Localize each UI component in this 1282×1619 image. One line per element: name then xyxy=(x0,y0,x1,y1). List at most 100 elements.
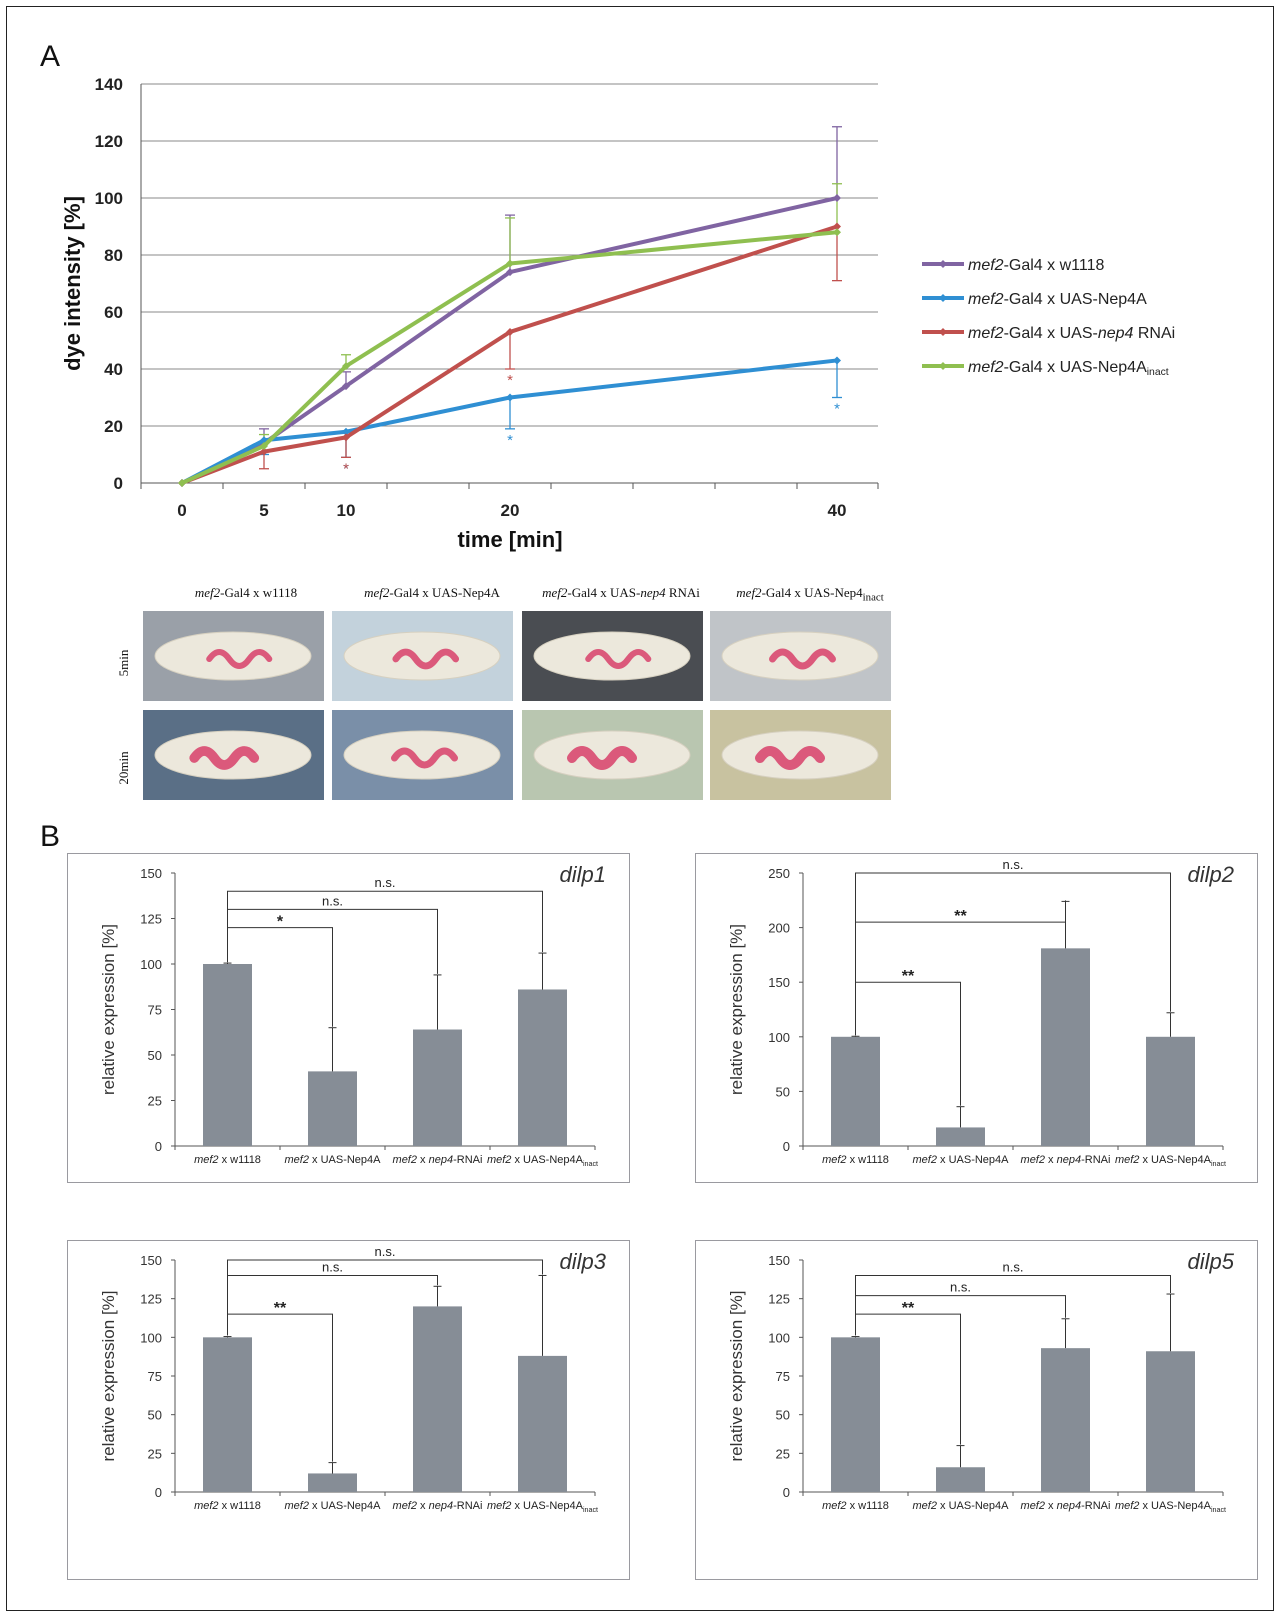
y-axis-title: relative expression [%] xyxy=(99,924,118,1095)
data-point xyxy=(833,356,841,365)
significance-label: n.s. xyxy=(1003,1259,1024,1274)
y-tick-label: 75 xyxy=(776,1369,790,1384)
gut-dye xyxy=(769,648,836,670)
bar xyxy=(831,1036,880,1146)
bar xyxy=(936,1467,985,1492)
y-tick-label: 75 xyxy=(148,1003,162,1018)
y-tick-label: 120 xyxy=(95,132,123,151)
x-tick-label: mef2 x UAS-Nep4Ainact xyxy=(487,1500,598,1514)
x-tick-label: 5 xyxy=(259,501,268,520)
data-point xyxy=(506,393,514,402)
significance-bracket xyxy=(227,890,543,963)
larva-photo xyxy=(332,611,513,701)
y-tick-label: 75 xyxy=(148,1369,162,1384)
legend-label: mef2-Gal4 x UAS-Nep4A xyxy=(968,291,1147,308)
dilp1-panel: 0 25 50 75 100 125 150 mef2 x w1118 mef2 x UAS-N… xyxy=(67,853,630,1183)
photo-column-title: mef2-Gal4 x UAS-nep4 RNAi xyxy=(542,585,700,600)
y-tick-label: 200 xyxy=(768,921,790,936)
y-tick-label: 0 xyxy=(114,474,123,493)
x-tick-label: mef2 x nep4-RNAi xyxy=(393,1500,483,1512)
y-tick-label: 125 xyxy=(140,1292,162,1307)
data-point xyxy=(260,447,268,456)
x-tick-label: mef2 x UAS-Nep4A xyxy=(285,1500,382,1512)
y-tick-label: 140 xyxy=(95,75,123,94)
photo-row-label: 5min xyxy=(116,649,131,677)
y-tick-label: 20 xyxy=(104,417,123,436)
legend-marker xyxy=(939,294,947,302)
gut-dye xyxy=(567,746,637,770)
significance-marker: * xyxy=(834,401,840,418)
gut-dye xyxy=(755,746,825,770)
bar xyxy=(518,1355,567,1492)
larva-photo xyxy=(710,710,891,800)
bar xyxy=(308,1473,357,1492)
x-tick-label: mef2 x w1118 xyxy=(822,1500,889,1512)
x-tick-label: mef2 x UAS-Nep4A xyxy=(913,1154,1010,1166)
bar xyxy=(1146,1036,1195,1146)
photo-column-title: mef2-Gal4 x w1118 xyxy=(194,585,298,600)
y-tick-label: 100 xyxy=(140,957,162,972)
larva-photo xyxy=(332,710,513,800)
bar xyxy=(518,989,567,1146)
data-point xyxy=(342,427,350,436)
significance-marker: * xyxy=(507,432,513,449)
y-tick-label: 100 xyxy=(768,1330,790,1345)
y-tick-label: 25 xyxy=(148,1094,162,1109)
y-tick-label: 125 xyxy=(140,912,162,927)
y-axis-title: relative expression [%] xyxy=(727,1290,746,1461)
y-tick-label: 25 xyxy=(776,1446,790,1461)
dilp3-panel: 0 25 50 75 100 125 150 mef2 x w1118 mef2 x UAS-N… xyxy=(67,1240,630,1580)
chart-title: dilp2 xyxy=(1188,862,1234,887)
x-tick-label: mef2 x nep4-RNAi xyxy=(393,1154,483,1166)
gut-dye xyxy=(391,747,458,769)
x-tick-label: mef2 x UAS-Nep4A xyxy=(285,1154,382,1166)
larva-photo xyxy=(710,611,891,701)
significance-label: n.s. xyxy=(950,1280,971,1295)
data-point xyxy=(833,228,841,237)
y-tick-label: 50 xyxy=(776,1084,790,1099)
x-tick-label: mef2 x nep4-RNAi xyxy=(1021,1500,1111,1512)
x-tick-label: mef2 x w1118 xyxy=(194,1154,261,1166)
larva-body xyxy=(154,631,312,681)
significance-marker: * xyxy=(343,460,349,477)
data-point xyxy=(342,433,350,442)
larva-photo xyxy=(522,611,703,701)
data-point xyxy=(260,441,268,450)
larva-photo xyxy=(522,710,703,800)
bar xyxy=(203,964,252,1146)
legend-label: mef2-Gal4 x UAS-nep4 RNAi xyxy=(968,325,1175,342)
panel-b-label: B xyxy=(40,820,61,853)
x-tick-label: mef2 x nep4-RNAi xyxy=(1021,1154,1111,1166)
dilp5-panel: 0 25 50 75 100 125 150 mef2 x w1118 mef2 x UAS-N… xyxy=(695,1240,1258,1580)
significance-label: n.s. xyxy=(322,1259,343,1274)
y-tick-label: 100 xyxy=(768,1030,790,1045)
significance-marker: * xyxy=(343,460,349,477)
y-tick-label: 80 xyxy=(104,246,123,265)
x-tick-label: mef2 x w1118 xyxy=(194,1500,261,1512)
significance-label: ** xyxy=(274,1300,287,1317)
y-tick-label: 0 xyxy=(783,1139,790,1154)
y-tick-label: 50 xyxy=(148,1408,162,1423)
gut-dye xyxy=(585,648,652,670)
significance-bracket xyxy=(855,872,1171,1036)
data-point xyxy=(506,268,514,277)
y-axis-title: dye intensity [%] xyxy=(60,196,85,371)
larva-body xyxy=(533,631,691,681)
significance-label: ** xyxy=(902,1300,915,1317)
data-point xyxy=(178,479,186,487)
larvae-photo-grid: mef2-Gal4 x w1118 mef2-Gal4 x UAS-Nep4A … xyxy=(110,585,930,820)
x-axis-title: time [min] xyxy=(457,527,562,552)
x-tick-label: 0 xyxy=(177,501,186,520)
dilp2-bar-chart: 0 50 100 150 200 250 mef2 x w1118 mef2 x UAS-Ne… xyxy=(727,857,1234,1168)
chart-title: dilp1 xyxy=(560,862,606,887)
y-tick-label: 40 xyxy=(104,360,123,379)
dilp3-bar-chart: 0 25 50 75 100 125 150 mef2 x w1118 mef2 x UAS-N… xyxy=(99,1244,607,1514)
y-tick-label: 150 xyxy=(140,866,162,881)
dilp2-panel: 0 50 100 150 200 250 mef2 x w1118 mef2 x UAS-Ne… xyxy=(695,853,1258,1183)
y-tick-label: 150 xyxy=(140,1253,162,1268)
dilp1-bar-chart: 0 25 50 75 100 125 150 mef2 x w1118 mef2 x UAS-N… xyxy=(99,862,606,1168)
x-tick-label: mef2 x UAS-Nep4Ainact xyxy=(487,1154,598,1168)
x-tick-label: 20 xyxy=(501,501,520,520)
y-tick-label: 100 xyxy=(95,189,123,208)
data-point xyxy=(342,362,350,371)
